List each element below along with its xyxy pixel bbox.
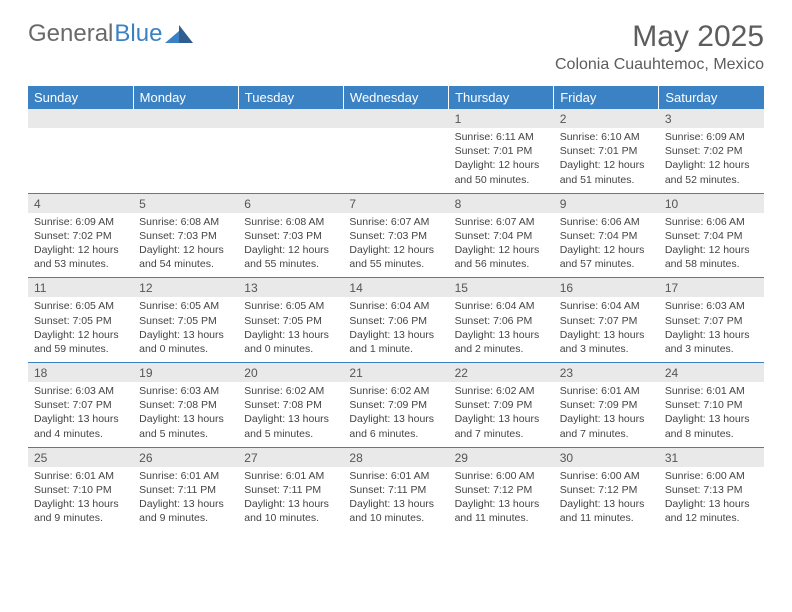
day-number-cell: 15 [449,278,554,298]
day-number-cell: 26 [133,447,238,467]
day-info-cell: Sunrise: 6:01 AMSunset: 7:11 PMDaylight:… [343,467,448,532]
day-info-row: Sunrise: 6:01 AMSunset: 7:10 PMDaylight:… [28,467,764,532]
day-info-cell: Sunrise: 6:06 AMSunset: 7:04 PMDaylight:… [554,213,659,278]
month-title: May 2025 [555,20,764,54]
day-info-cell: Sunrise: 6:05 AMSunset: 7:05 PMDaylight:… [238,297,343,362]
logo: GeneralBlue [28,20,193,48]
day-number-cell: 9 [554,193,659,213]
day-number-cell: 6 [238,193,343,213]
day-number-row: 45678910 [28,193,764,213]
day-number-cell: 21 [343,363,448,383]
day-info-cell: Sunrise: 6:08 AMSunset: 7:03 PMDaylight:… [133,213,238,278]
day-number-cell: 4 [28,193,133,213]
day-info-cell: Sunrise: 6:01 AMSunset: 7:09 PMDaylight:… [554,382,659,447]
day-number-cell: 31 [659,447,764,467]
weekday-header-row: SundayMondayTuesdayWednesdayThursdayFrid… [28,86,764,109]
weekday-header: Saturday [659,86,764,109]
logo-icon [165,25,193,43]
day-number-cell: 8 [449,193,554,213]
day-info-cell: Sunrise: 6:11 AMSunset: 7:01 PMDaylight:… [449,128,554,193]
header: GeneralBlue May 2025 Colonia Cuauhtemoc,… [28,20,764,74]
day-info-cell: Sunrise: 6:04 AMSunset: 7:07 PMDaylight:… [554,297,659,362]
day-number-cell: 20 [238,363,343,383]
day-info-cell: Sunrise: 6:06 AMSunset: 7:04 PMDaylight:… [659,213,764,278]
day-info-cell: Sunrise: 6:05 AMSunset: 7:05 PMDaylight:… [133,297,238,362]
calendar-table: SundayMondayTuesdayWednesdayThursdayFrid… [28,86,764,531]
logo-text-1: General [28,20,113,48]
day-info-cell: Sunrise: 6:00 AMSunset: 7:12 PMDaylight:… [449,467,554,532]
day-info-cell [28,128,133,193]
day-number-cell: 2 [554,109,659,128]
day-info-cell: Sunrise: 6:03 AMSunset: 7:08 PMDaylight:… [133,382,238,447]
day-number-cell: 16 [554,278,659,298]
day-number-row: 18192021222324 [28,363,764,383]
weekday-header: Monday [133,86,238,109]
day-number-cell: 30 [554,447,659,467]
day-number-row: 11121314151617 [28,278,764,298]
day-number-cell: 18 [28,363,133,383]
day-info-cell: Sunrise: 6:09 AMSunset: 7:02 PMDaylight:… [659,128,764,193]
day-number-cell [133,109,238,128]
logo-text-2: Blue [114,20,162,48]
day-number-cell: 7 [343,193,448,213]
weekday-header: Thursday [449,86,554,109]
day-number-cell: 3 [659,109,764,128]
day-info-cell: Sunrise: 6:03 AMSunset: 7:07 PMDaylight:… [28,382,133,447]
day-number-cell: 23 [554,363,659,383]
weekday-header: Friday [554,86,659,109]
day-number-cell: 5 [133,193,238,213]
day-info-cell: Sunrise: 6:01 AMSunset: 7:11 PMDaylight:… [238,467,343,532]
day-info-cell: Sunrise: 6:08 AMSunset: 7:03 PMDaylight:… [238,213,343,278]
day-info-cell: Sunrise: 6:09 AMSunset: 7:02 PMDaylight:… [28,213,133,278]
title-block: May 2025 Colonia Cuauhtemoc, Mexico [555,20,764,74]
day-info-cell: Sunrise: 6:07 AMSunset: 7:04 PMDaylight:… [449,213,554,278]
day-info-cell: Sunrise: 6:04 AMSunset: 7:06 PMDaylight:… [449,297,554,362]
day-info-cell: Sunrise: 6:07 AMSunset: 7:03 PMDaylight:… [343,213,448,278]
day-info-cell [238,128,343,193]
day-info-row: Sunrise: 6:11 AMSunset: 7:01 PMDaylight:… [28,128,764,193]
day-number-cell: 24 [659,363,764,383]
day-number-cell [343,109,448,128]
day-info-cell: Sunrise: 6:01 AMSunset: 7:11 PMDaylight:… [133,467,238,532]
day-info-row: Sunrise: 6:03 AMSunset: 7:07 PMDaylight:… [28,382,764,447]
day-info-cell: Sunrise: 6:02 AMSunset: 7:09 PMDaylight:… [343,382,448,447]
day-number-cell: 28 [343,447,448,467]
day-number-cell: 19 [133,363,238,383]
day-info-cell: Sunrise: 6:02 AMSunset: 7:08 PMDaylight:… [238,382,343,447]
day-number-cell: 11 [28,278,133,298]
day-info-cell: Sunrise: 6:03 AMSunset: 7:07 PMDaylight:… [659,297,764,362]
day-info-cell: Sunrise: 6:01 AMSunset: 7:10 PMDaylight:… [659,382,764,447]
day-info-cell: Sunrise: 6:05 AMSunset: 7:05 PMDaylight:… [28,297,133,362]
day-number-cell: 29 [449,447,554,467]
day-info-row: Sunrise: 6:09 AMSunset: 7:02 PMDaylight:… [28,213,764,278]
day-info-cell: Sunrise: 6:00 AMSunset: 7:13 PMDaylight:… [659,467,764,532]
day-info-row: Sunrise: 6:05 AMSunset: 7:05 PMDaylight:… [28,297,764,362]
day-info-cell: Sunrise: 6:04 AMSunset: 7:06 PMDaylight:… [343,297,448,362]
day-number-cell: 13 [238,278,343,298]
day-number-cell: 14 [343,278,448,298]
day-info-cell: Sunrise: 6:10 AMSunset: 7:01 PMDaylight:… [554,128,659,193]
day-number-cell: 25 [28,447,133,467]
weekday-header: Sunday [28,86,133,109]
day-info-cell: Sunrise: 6:01 AMSunset: 7:10 PMDaylight:… [28,467,133,532]
day-number-cell [28,109,133,128]
location: Colonia Cuauhtemoc, Mexico [555,56,764,74]
day-number-cell: 22 [449,363,554,383]
day-number-cell: 10 [659,193,764,213]
day-number-cell: 17 [659,278,764,298]
day-number-cell [238,109,343,128]
day-info-cell: Sunrise: 6:02 AMSunset: 7:09 PMDaylight:… [449,382,554,447]
day-info-cell [343,128,448,193]
day-number-cell: 27 [238,447,343,467]
day-number-row: 123 [28,109,764,128]
day-number-cell: 1 [449,109,554,128]
day-info-cell [133,128,238,193]
weekday-header: Tuesday [238,86,343,109]
day-number-row: 25262728293031 [28,447,764,467]
day-info-cell: Sunrise: 6:00 AMSunset: 7:12 PMDaylight:… [554,467,659,532]
day-number-cell: 12 [133,278,238,298]
weekday-header: Wednesday [343,86,448,109]
